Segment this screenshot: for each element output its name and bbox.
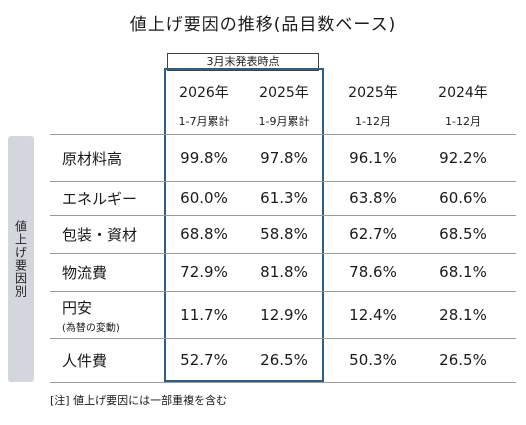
value-cell: 12.4% <box>349 306 397 324</box>
row-label: 物流費 <box>62 254 107 291</box>
side-label-band: 値上げ要因別 <box>8 136 34 382</box>
table-row-energy: エネルギー 60.0% 61.3% 63.8% 60.6% <box>50 182 516 215</box>
column-period-3: 1-12月 <box>355 115 391 128</box>
row-label-text: 原材料高 <box>62 150 123 168</box>
row-label-text: 包装・資材 <box>62 226 138 244</box>
side-label: 値上げ要因別 <box>13 220 28 298</box>
column-year-4: 2024年 <box>438 85 488 101</box>
column-year-2: 2025年 <box>259 85 309 101</box>
value-cell: 78.6% <box>349 263 397 281</box>
row-divider <box>50 338 516 339</box>
column-period-1: 1-7月累計 <box>178 115 230 128</box>
row-label: 包装・資材 <box>62 216 137 253</box>
value-cell: 60.0% <box>180 189 228 207</box>
value-cell: 52.7% <box>180 351 228 369</box>
column-year-1: 2026年 <box>179 85 229 101</box>
value-cell: 58.8% <box>260 225 308 243</box>
row-label: エネルギー <box>62 182 137 215</box>
value-cell: 99.8% <box>180 149 228 167</box>
column-year-3: 2025年 <box>348 85 398 101</box>
row-divider <box>50 382 516 383</box>
value-cell: 62.7% <box>349 225 397 243</box>
row-divider <box>50 253 516 254</box>
row-label: 円安 (為替の変動) <box>62 292 120 338</box>
value-cell: 50.3% <box>349 351 397 369</box>
row-label-subtext: (為替の変動) <box>62 322 120 334</box>
table-row-weak-yen: 円安 (為替の変動) 11.7% 12.9% 12.4% 28.1% <box>50 292 516 338</box>
value-cell: 26.5% <box>439 351 487 369</box>
footnote: [注] 値上げ要因には一部重複を含む <box>50 394 228 407</box>
row-label-text: エネルギー <box>62 190 138 208</box>
row-divider <box>50 181 516 182</box>
table-row-labor: 人件費 52.7% 26.5% 50.3% 26.5% <box>50 339 516 382</box>
value-cell: 68.8% <box>180 225 228 243</box>
table-title: 値上げ要因の推移(品目数ベース) <box>129 15 397 35</box>
value-cell: 63.8% <box>349 189 397 207</box>
value-cell: 68.1% <box>439 263 487 281</box>
value-cell: 26.5% <box>260 351 308 369</box>
highlight-box <box>164 68 324 382</box>
value-cell: 68.5% <box>439 225 487 243</box>
value-cell: 97.8% <box>260 149 308 167</box>
row-label-text: 物流費 <box>62 264 108 282</box>
table-row-raw-materials: 原材料高 99.8% 97.8% 96.1% 92.2% <box>50 135 516 181</box>
value-cell: 61.3% <box>260 189 308 207</box>
value-cell: 92.2% <box>439 149 487 167</box>
value-cell: 60.6% <box>439 189 487 207</box>
row-divider <box>50 291 516 292</box>
column-period-2: 1-9月累計 <box>258 115 310 128</box>
table-row-logistics: 物流費 72.9% 81.8% 78.6% 68.1% <box>50 254 516 291</box>
row-label: 原材料高 <box>62 135 122 182</box>
value-cell: 11.7% <box>180 306 228 324</box>
column-period-4: 1-12月 <box>445 115 481 128</box>
table-row-packaging: 包装・資材 68.8% 58.8% 62.7% 68.5% <box>50 216 516 253</box>
row-label: 人件費 <box>62 339 107 382</box>
as-of-label: 3月末発表時点 <box>167 53 319 71</box>
value-cell: 12.9% <box>260 306 308 324</box>
row-divider <box>50 134 516 135</box>
row-label-text: 人件費 <box>62 352 108 370</box>
value-cell: 28.1% <box>439 306 487 324</box>
value-cell: 96.1% <box>349 149 397 167</box>
value-cell: 72.9% <box>180 263 228 281</box>
row-label-text: 円安 <box>62 298 93 317</box>
value-cell: 81.8% <box>260 263 308 281</box>
row-divider <box>50 215 516 216</box>
